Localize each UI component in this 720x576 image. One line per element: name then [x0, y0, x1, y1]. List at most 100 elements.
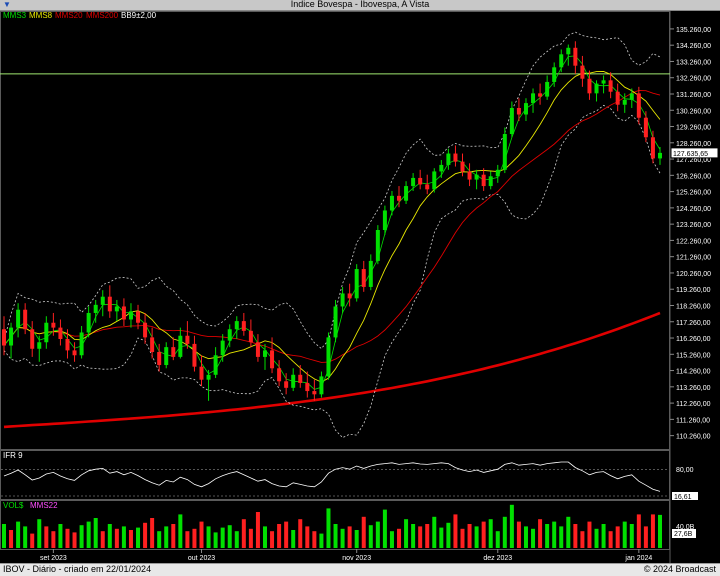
candle-body	[432, 171, 437, 190]
candle-body	[629, 93, 634, 100]
candle-body	[538, 93, 543, 97]
ifr-tick: 80,00	[676, 467, 694, 474]
volume-bar	[375, 521, 380, 548]
candle-body	[262, 350, 267, 357]
candle-body	[460, 161, 465, 172]
volume-bar	[340, 528, 345, 548]
volume-bar	[566, 516, 571, 548]
candle-body	[30, 329, 35, 349]
volume-bar	[136, 527, 141, 548]
time-tick-label: out 2023	[188, 555, 215, 562]
volume-bar	[460, 528, 465, 548]
volume-bar	[411, 524, 416, 548]
volume-bar	[58, 524, 63, 548]
candle-body	[128, 311, 133, 320]
price-tick-label: 112.260,00	[676, 401, 711, 408]
volume-bar	[171, 524, 176, 548]
price-tick-label: 134.260,00	[676, 43, 711, 50]
candle-body	[326, 337, 331, 377]
volume-bar	[333, 524, 338, 548]
volume-bar	[93, 518, 98, 548]
volume-bar	[658, 514, 662, 548]
price-panel	[0, 11, 670, 450]
candle-body	[467, 171, 472, 180]
volume-bar	[241, 519, 246, 548]
vol-sublabel: MMS22	[30, 501, 58, 510]
price-tick-label: 131.260,00	[676, 92, 711, 99]
volume-bar	[488, 519, 493, 548]
mms8-line	[3, 70, 661, 383]
volume-bar	[291, 530, 296, 548]
ifr-value: 16,61	[674, 494, 692, 501]
mms20-line	[3, 90, 661, 363]
volume-bar	[467, 524, 472, 548]
volume-bar	[51, 531, 56, 548]
candle-body	[291, 374, 296, 388]
price-tick-label: 119.260,00	[676, 287, 711, 294]
candle-body	[488, 176, 493, 187]
candle-body	[185, 335, 190, 344]
price-tick-label: 110.260,00	[676, 434, 711, 441]
candle-body	[382, 210, 387, 230]
volume-bar	[312, 531, 317, 548]
candle-body	[255, 342, 260, 357]
candle-body	[9, 327, 14, 346]
candle-body	[446, 153, 451, 165]
volume-bar	[397, 528, 402, 548]
volume-bar	[262, 526, 267, 548]
candle-body	[636, 93, 641, 118]
window-title: Indice Bovespa - Ibovespa, A Vista	[290, 0, 430, 9]
candle-body	[347, 293, 352, 299]
candle-body	[37, 342, 42, 349]
candle-body	[523, 103, 528, 115]
volume-bar	[164, 526, 169, 548]
volume-bar	[559, 526, 564, 548]
candle-body	[340, 293, 345, 307]
volume-bar	[545, 524, 550, 548]
candle-body	[143, 322, 148, 338]
candle-body	[375, 230, 380, 261]
volume-bar	[425, 524, 430, 548]
volume-bar	[121, 526, 126, 548]
price-tick-label: 126.260,00	[676, 173, 711, 180]
candle-body	[284, 381, 289, 388]
volume-bar	[552, 521, 557, 548]
candle-body	[622, 99, 627, 105]
vol-value: 27,6B	[674, 531, 693, 538]
volume-bar	[178, 514, 183, 548]
volume-bar	[206, 526, 211, 548]
candle-body	[79, 332, 84, 356]
bb-upper-line	[3, 31, 661, 350]
menu-arrow-icon[interactable]: ▼	[3, 0, 11, 9]
volume-bar	[636, 514, 641, 548]
volume-bar	[16, 521, 21, 548]
volume-bar	[608, 531, 613, 548]
volume-bar	[270, 531, 275, 548]
candle-body	[474, 174, 479, 180]
candle-body	[361, 269, 366, 287]
volume-bar	[44, 526, 49, 548]
candle-body	[411, 177, 416, 187]
candle-body	[397, 195, 402, 201]
candle-body	[199, 366, 204, 380]
candle-body	[171, 347, 176, 357]
candle-body	[573, 47, 578, 66]
volume-bar	[79, 525, 84, 548]
volume-bar	[284, 521, 289, 548]
candle-body	[608, 80, 613, 92]
volume-bar	[495, 531, 500, 548]
footer-left: IBOV - Diário - criado em 22/01/2024	[3, 564, 152, 574]
mms3-line	[3, 55, 661, 390]
volume-bar	[37, 519, 42, 548]
candle-body	[615, 91, 620, 105]
volume-bar	[128, 530, 133, 548]
volume-bar	[23, 526, 28, 548]
volume-bar	[277, 524, 282, 548]
volume-bar	[446, 522, 451, 548]
window-titlebar: ▼ Indice Bovespa - Ibovespa, A Vista	[0, 0, 720, 11]
volume-bar	[502, 516, 507, 548]
ifr-label: IFR 9	[3, 451, 23, 460]
candle-body	[234, 321, 239, 330]
time-tick-label: nov 2023	[342, 555, 371, 562]
